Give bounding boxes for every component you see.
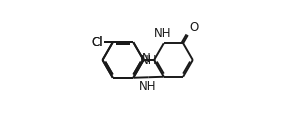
Text: NH: NH <box>140 54 158 67</box>
Text: Cl: Cl <box>92 36 103 49</box>
Text: NH: NH <box>139 80 156 93</box>
Text: N: N <box>142 52 151 65</box>
Text: O: O <box>189 21 198 34</box>
Text: NH: NH <box>154 27 171 40</box>
Text: Cl: Cl <box>92 36 103 49</box>
